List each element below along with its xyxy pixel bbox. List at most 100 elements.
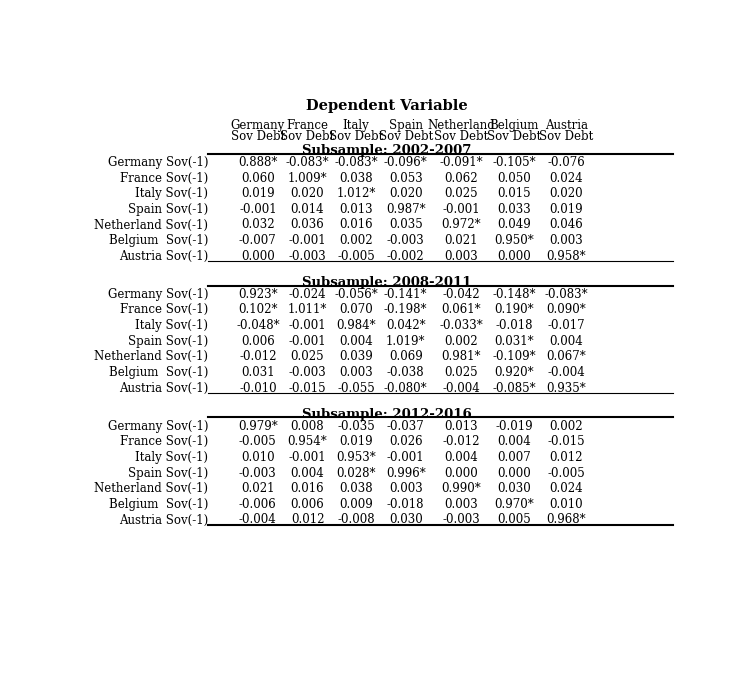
Text: -0.007: -0.007	[239, 234, 277, 247]
Text: -0.018: -0.018	[495, 319, 532, 332]
Text: Netherland Sov(-1): Netherland Sov(-1)	[94, 350, 208, 363]
Text: 0.035: 0.035	[389, 218, 422, 232]
Text: Belgium  Sov(-1): Belgium Sov(-1)	[109, 366, 208, 379]
Text: Subsample: 2012-2016: Subsample: 2012-2016	[302, 408, 471, 421]
Text: 0.004: 0.004	[290, 466, 324, 480]
Text: 0.033: 0.033	[497, 203, 531, 216]
Text: Spain Sov(-1): Spain Sov(-1)	[128, 335, 208, 348]
Text: 0.920*: 0.920*	[494, 366, 534, 379]
Text: 0.019: 0.019	[550, 203, 583, 216]
Text: -0.008: -0.008	[337, 513, 375, 526]
Text: Netherland Sov(-1): Netherland Sov(-1)	[94, 218, 208, 232]
Text: 0.038: 0.038	[339, 482, 372, 495]
Text: 0.025: 0.025	[291, 350, 324, 363]
Text: -0.096*: -0.096*	[384, 156, 428, 169]
Text: 0.042*: 0.042*	[386, 319, 425, 332]
Text: 0.005: 0.005	[497, 513, 531, 526]
Text: 0.007: 0.007	[497, 451, 531, 464]
Text: 0.002: 0.002	[339, 234, 372, 247]
Text: -0.083*: -0.083*	[286, 156, 329, 169]
Text: -0.005: -0.005	[337, 250, 375, 263]
Text: 0.003: 0.003	[389, 482, 422, 495]
Text: Italy Sov(-1): Italy Sov(-1)	[135, 319, 208, 332]
Text: -0.048*: -0.048*	[236, 319, 280, 332]
Text: -0.105*: -0.105*	[492, 156, 535, 169]
Text: 0.004: 0.004	[339, 335, 373, 348]
Text: -0.003: -0.003	[289, 250, 326, 263]
Text: 1.011*: 1.011*	[288, 303, 327, 316]
Text: 0.954*: 0.954*	[288, 435, 327, 449]
Text: 0.000: 0.000	[497, 466, 531, 480]
Text: 0.030: 0.030	[497, 482, 531, 495]
Text: -0.001: -0.001	[289, 234, 326, 247]
Text: -0.005: -0.005	[239, 435, 277, 449]
Text: -0.015: -0.015	[547, 435, 585, 449]
Text: 0.996*: 0.996*	[386, 466, 425, 480]
Text: France Sov(-1): France Sov(-1)	[120, 303, 208, 316]
Text: -0.033*: -0.033*	[440, 319, 483, 332]
Text: 0.888*: 0.888*	[238, 156, 277, 169]
Text: 0.004: 0.004	[550, 335, 584, 348]
Text: 0.010: 0.010	[241, 451, 274, 464]
Text: Germany: Germany	[231, 119, 285, 132]
Text: 0.010: 0.010	[550, 498, 583, 511]
Text: 0.024: 0.024	[550, 172, 583, 185]
Text: Italy Sov(-1): Italy Sov(-1)	[135, 187, 208, 200]
Text: 0.013: 0.013	[444, 420, 478, 433]
Text: 0.038: 0.038	[339, 172, 372, 185]
Text: Belgium  Sov(-1): Belgium Sov(-1)	[109, 234, 208, 247]
Text: 0.020: 0.020	[291, 187, 324, 200]
Text: 0.039: 0.039	[339, 350, 373, 363]
Text: -0.019: -0.019	[495, 420, 532, 433]
Text: -0.038: -0.038	[387, 366, 425, 379]
Text: Italy Sov(-1): Italy Sov(-1)	[135, 451, 208, 464]
Text: 0.190*: 0.190*	[494, 303, 534, 316]
Text: 0.030: 0.030	[389, 513, 422, 526]
Text: Dependent Variable: Dependent Variable	[305, 99, 467, 112]
Text: -0.083*: -0.083*	[334, 156, 378, 169]
Text: 0.000: 0.000	[497, 250, 531, 263]
Text: Austria: Austria	[545, 119, 588, 132]
Text: -0.076: -0.076	[547, 156, 585, 169]
Text: -0.109*: -0.109*	[492, 350, 535, 363]
Text: 0.979*: 0.979*	[238, 420, 277, 433]
Text: -0.024: -0.024	[289, 288, 326, 300]
Text: 0.972*: 0.972*	[441, 218, 481, 232]
Text: -0.001: -0.001	[289, 319, 326, 332]
Text: -0.018: -0.018	[387, 498, 425, 511]
Text: 0.031*: 0.031*	[494, 335, 534, 348]
Text: -0.080*: -0.080*	[384, 382, 428, 395]
Text: 0.968*: 0.968*	[547, 513, 586, 526]
Text: -0.015: -0.015	[289, 382, 326, 395]
Text: 0.008: 0.008	[291, 420, 324, 433]
Text: Sov Debt: Sov Debt	[379, 130, 433, 143]
Text: 0.026: 0.026	[389, 435, 422, 449]
Text: 0.002: 0.002	[444, 335, 478, 348]
Text: 0.062: 0.062	[444, 172, 478, 185]
Text: 0.069: 0.069	[389, 350, 422, 363]
Text: -0.006: -0.006	[239, 498, 277, 511]
Text: 0.061*: 0.061*	[441, 303, 481, 316]
Text: 0.004: 0.004	[497, 435, 531, 449]
Text: Spain: Spain	[389, 119, 423, 132]
Text: Sov Debt: Sov Debt	[486, 130, 541, 143]
Text: Belgium  Sov(-1): Belgium Sov(-1)	[109, 498, 208, 511]
Text: 0.012: 0.012	[291, 513, 324, 526]
Text: Netherland: Netherland	[428, 119, 495, 132]
Text: Spain Sov(-1): Spain Sov(-1)	[128, 466, 208, 480]
Text: 0.102*: 0.102*	[238, 303, 277, 316]
Text: 1.012*: 1.012*	[336, 187, 375, 200]
Text: -0.055: -0.055	[337, 382, 375, 395]
Text: 0.923*: 0.923*	[238, 288, 277, 300]
Text: 0.015: 0.015	[497, 187, 531, 200]
Text: 0.003: 0.003	[444, 250, 478, 263]
Text: -0.001: -0.001	[289, 335, 326, 348]
Text: -0.037: -0.037	[387, 420, 425, 433]
Text: 0.025: 0.025	[444, 187, 478, 200]
Text: -0.001: -0.001	[239, 203, 277, 216]
Text: 0.025: 0.025	[444, 366, 478, 379]
Text: Austria Sov(-1): Austria Sov(-1)	[119, 513, 208, 526]
Text: Netherland Sov(-1): Netherland Sov(-1)	[94, 482, 208, 495]
Text: -0.035: -0.035	[337, 420, 375, 433]
Text: -0.017: -0.017	[547, 319, 585, 332]
